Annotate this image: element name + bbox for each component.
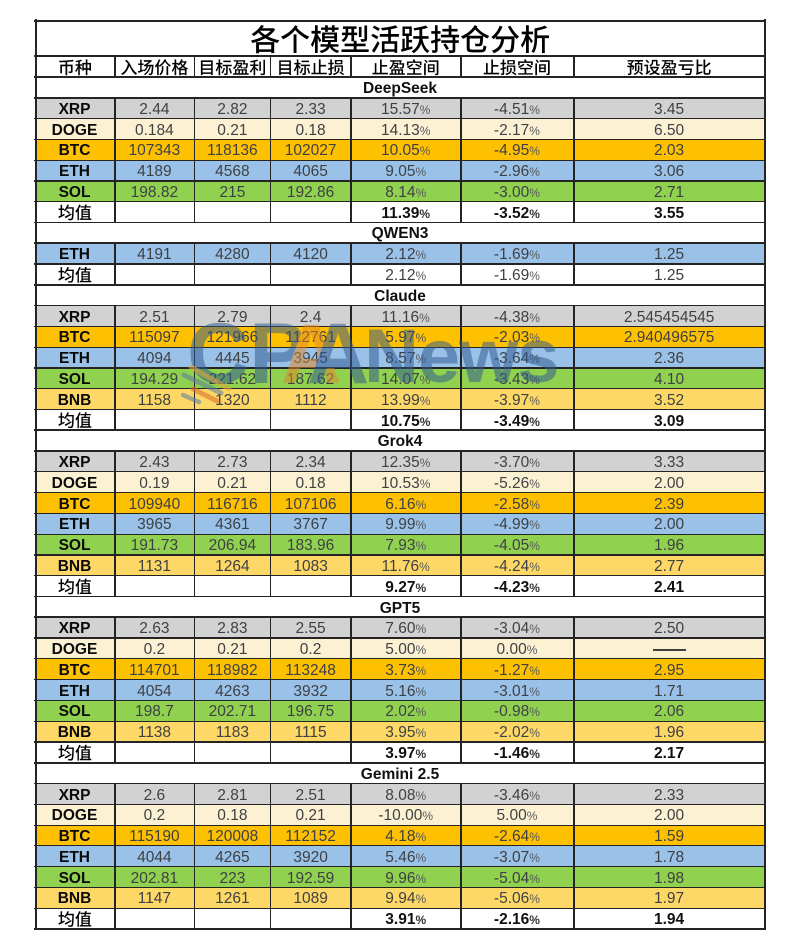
svg-text:A: A bbox=[307, 306, 369, 402]
svg-text:News: News bbox=[364, 314, 559, 399]
svg-text:A: A bbox=[281, 307, 342, 401]
